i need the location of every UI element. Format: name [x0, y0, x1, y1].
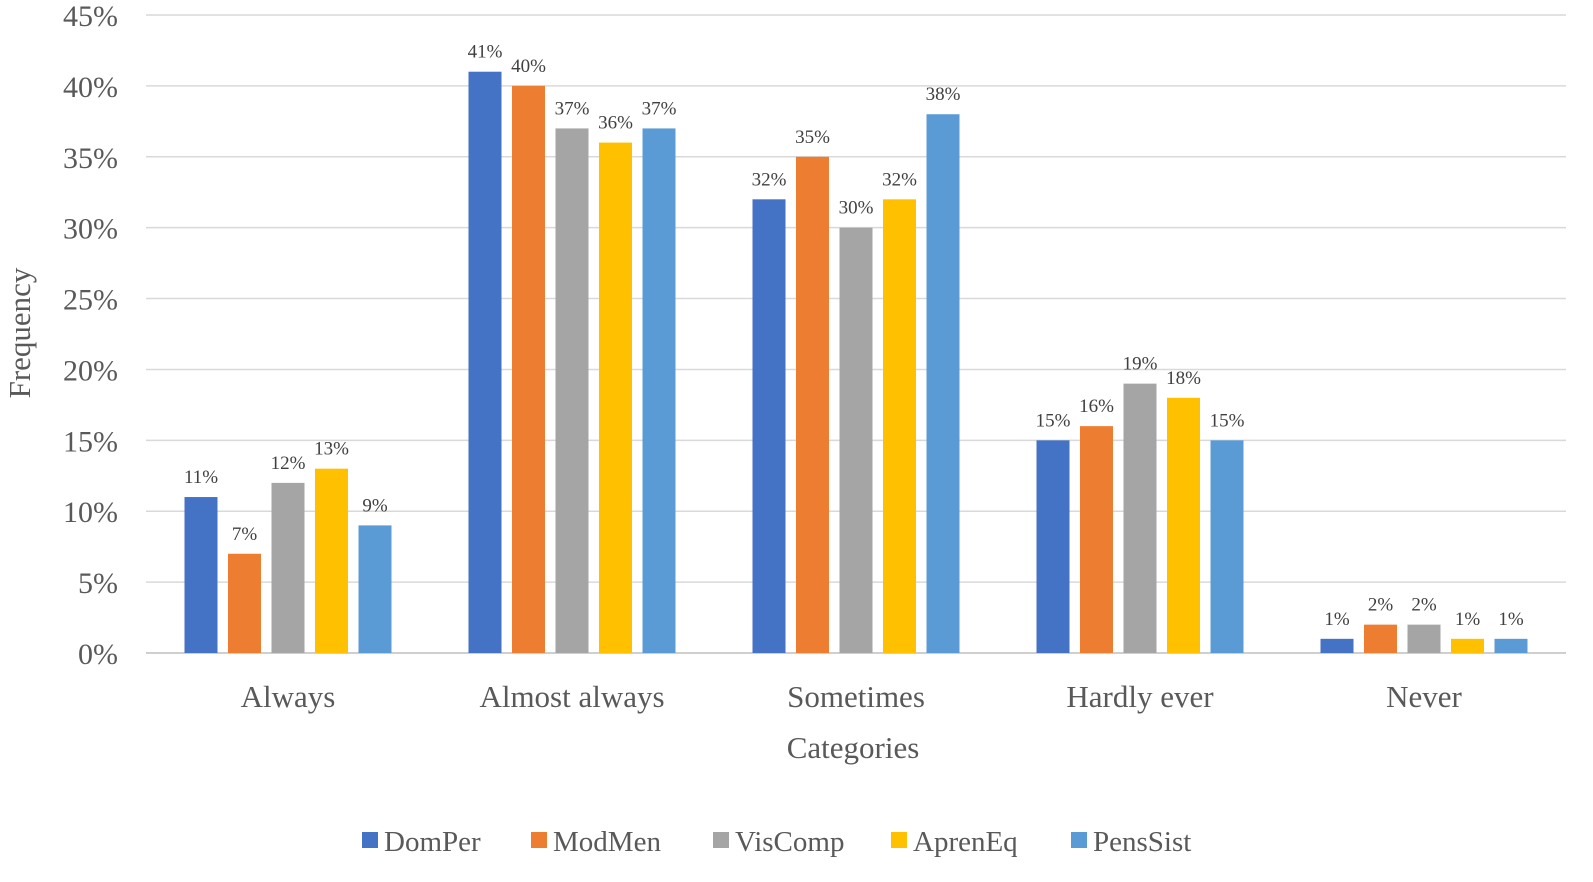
- bar-domper-1: [468, 71, 502, 653]
- legend: DomPer ModMen VisComp AprenEq PensSist: [362, 826, 1191, 858]
- bar-apreneq-1: [599, 142, 632, 653]
- y-tick-label: 5%: [78, 567, 118, 600]
- data-label: 16%: [1079, 396, 1114, 417]
- legend-label: DomPer: [384, 826, 481, 858]
- bar-apreneq-4: [1451, 638, 1484, 653]
- data-label: 15%: [1210, 410, 1245, 431]
- data-label: 37%: [642, 98, 677, 119]
- data-label: 7%: [232, 524, 258, 545]
- bar-penssist-2: [926, 114, 960, 653]
- bar-penssist-0: [358, 525, 392, 653]
- bar-modmen-0: [228, 553, 261, 653]
- bar-modmen-4: [1364, 624, 1397, 653]
- bar-viscomp-0: [271, 482, 305, 653]
- data-label: 11%: [184, 467, 218, 488]
- bar-domper-3: [1036, 440, 1070, 653]
- bar-modmen-1: [512, 85, 545, 653]
- legend-swatch: [362, 832, 378, 848]
- bar-domper-4: [1320, 638, 1354, 653]
- legend-item-penssist: PensSist: [1071, 826, 1191, 858]
- legend-label: VisComp: [735, 826, 844, 858]
- y-tick-label: 40%: [63, 71, 118, 104]
- y-axis-title: Frequency: [2, 267, 37, 398]
- bar-viscomp-1: [555, 128, 589, 653]
- data-label: 2%: [1368, 595, 1394, 616]
- data-label: 1%: [1324, 609, 1350, 630]
- data-label: 38%: [926, 84, 961, 105]
- bar-viscomp-3: [1123, 383, 1157, 653]
- data-label: 9%: [362, 495, 388, 516]
- y-tick-label: 15%: [63, 425, 118, 458]
- x-category-label: Never: [1386, 679, 1462, 714]
- bar-apreneq-2: [883, 199, 916, 654]
- y-tick-label: 0%: [78, 638, 118, 671]
- bars: [184, 71, 1528, 654]
- legend-swatch: [891, 832, 907, 848]
- data-label: 32%: [752, 169, 787, 190]
- data-label: 19%: [1123, 354, 1158, 375]
- legend-item-apreneq: AprenEq: [891, 826, 1018, 858]
- bar-domper-2: [752, 199, 786, 654]
- x-category-label: Sometimes: [787, 679, 925, 714]
- x-axis-title: Categories: [787, 730, 920, 765]
- bar-penssist-1: [642, 128, 676, 653]
- data-label: 37%: [555, 98, 590, 119]
- data-label: 12%: [271, 453, 306, 474]
- bar-modmen-3: [1080, 426, 1113, 653]
- data-label: 36%: [598, 113, 633, 134]
- bar-penssist-4: [1494, 638, 1528, 653]
- legend-item-modmen: ModMen: [531, 826, 661, 858]
- x-category-label: Hardly ever: [1066, 679, 1214, 714]
- y-axis-ticks: 0% 5% 10% 15% 20% 25% 30% 35% 40% 45%: [63, 0, 118, 671]
- y-tick-label: 30%: [63, 213, 118, 246]
- x-axis-categories: Always Almost always Sometimes Hardly ever N…: [241, 679, 1463, 714]
- data-label: 2%: [1411, 595, 1437, 616]
- y-tick-label: 10%: [63, 496, 118, 529]
- data-labels: 11% 7% 12% 13% 9% 41% 40% 37% 36% 37% 32% 35% 30% 32%…: [184, 42, 1524, 630]
- data-label: 1%: [1455, 609, 1481, 630]
- legend-label: AprenEq: [913, 826, 1018, 858]
- data-label: 1%: [1498, 609, 1524, 630]
- data-label: 41%: [468, 42, 503, 63]
- data-label: 30%: [839, 198, 874, 219]
- legend-label: PensSist: [1093, 826, 1191, 858]
- bar-viscomp-2: [839, 227, 873, 653]
- y-tick-label: 35%: [63, 142, 118, 175]
- bar-modmen-2: [796, 156, 829, 653]
- y-tick-label: 45%: [63, 0, 118, 33]
- y-tick-label: 25%: [63, 284, 118, 317]
- data-label: 32%: [882, 169, 917, 190]
- bar-apreneq-3: [1167, 397, 1200, 653]
- legend-item-viscomp: VisComp: [713, 826, 844, 858]
- x-category-label: Almost always: [479, 679, 664, 714]
- bar-domper-0: [184, 497, 218, 653]
- bar-apreneq-0: [315, 468, 348, 653]
- legend-swatch: [531, 832, 547, 848]
- x-category-label: Always: [241, 679, 336, 714]
- legend-swatch: [713, 832, 729, 848]
- legend-label: ModMen: [553, 826, 661, 858]
- bar-viscomp-4: [1407, 624, 1441, 653]
- data-label: 13%: [314, 439, 349, 460]
- bar-penssist-3: [1210, 440, 1244, 653]
- data-label: 18%: [1166, 368, 1201, 389]
- legend-swatch: [1071, 832, 1087, 848]
- y-tick-label: 20%: [63, 354, 118, 387]
- legend-item-domper: DomPer: [362, 826, 481, 858]
- data-label: 40%: [511, 56, 546, 77]
- data-label: 15%: [1036, 410, 1071, 431]
- data-label: 35%: [795, 127, 830, 148]
